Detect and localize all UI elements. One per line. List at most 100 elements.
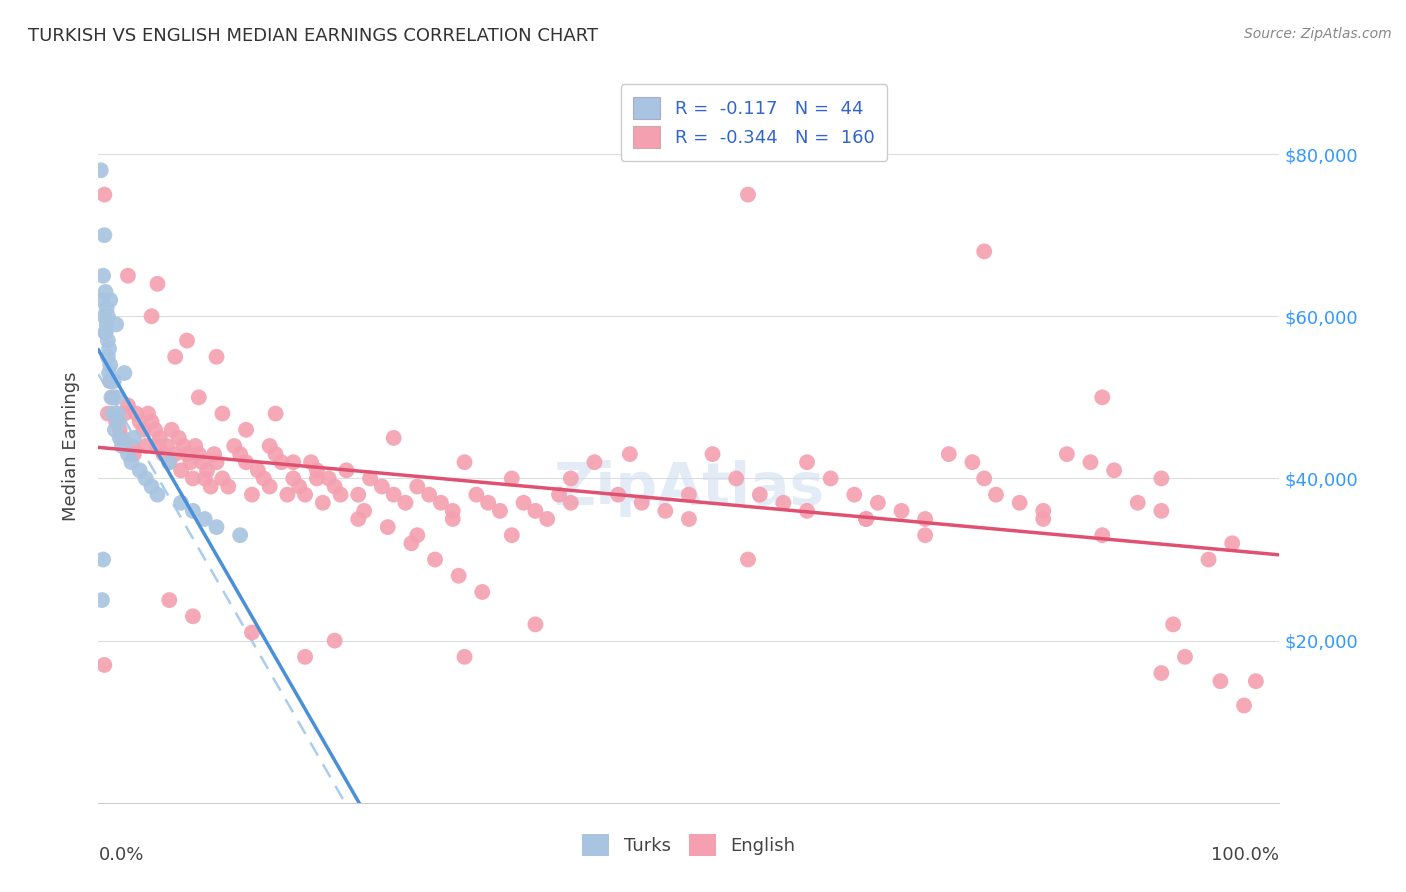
Point xyxy=(973,244,995,259)
Point xyxy=(149,431,172,445)
Point xyxy=(97,407,120,421)
Point xyxy=(121,439,143,453)
Point xyxy=(93,310,115,324)
Point xyxy=(1150,471,1173,485)
Point xyxy=(560,471,582,485)
Point xyxy=(91,293,114,307)
Point xyxy=(323,633,346,648)
Point xyxy=(194,512,217,526)
Point xyxy=(512,496,534,510)
Point xyxy=(984,488,1007,502)
Point xyxy=(100,390,122,404)
Legend: Turks, English: Turks, English xyxy=(574,825,804,865)
Point xyxy=(141,310,163,324)
Point xyxy=(167,431,190,445)
Point xyxy=(465,488,488,502)
Point xyxy=(1091,390,1114,404)
Point xyxy=(1008,496,1031,510)
Point xyxy=(143,423,166,437)
Point xyxy=(329,488,352,502)
Point xyxy=(117,268,139,283)
Point xyxy=(1244,674,1267,689)
Point xyxy=(318,471,340,485)
Point xyxy=(135,439,157,453)
Point xyxy=(165,350,187,364)
Point xyxy=(211,407,233,421)
Point xyxy=(98,366,121,380)
Point xyxy=(112,366,135,380)
Point xyxy=(737,187,759,202)
Point xyxy=(117,447,139,461)
Point xyxy=(156,439,179,453)
Point xyxy=(170,496,193,510)
Point xyxy=(382,431,405,445)
Point xyxy=(382,488,405,502)
Point xyxy=(235,423,257,437)
Point xyxy=(170,463,193,477)
Point xyxy=(305,463,328,477)
Point xyxy=(91,268,114,283)
Point xyxy=(890,504,912,518)
Point xyxy=(299,455,322,469)
Point xyxy=(98,374,121,388)
Point xyxy=(259,439,281,453)
Point xyxy=(1102,463,1125,477)
Point xyxy=(1032,512,1054,526)
Point xyxy=(678,488,700,502)
Point xyxy=(1080,455,1102,469)
Point xyxy=(181,471,204,485)
Point xyxy=(423,552,446,566)
Point xyxy=(406,479,429,493)
Point xyxy=(101,390,124,404)
Point xyxy=(93,187,115,202)
Point xyxy=(235,455,257,469)
Point xyxy=(229,447,252,461)
Point xyxy=(820,471,842,485)
Point xyxy=(914,512,936,526)
Point xyxy=(270,455,292,469)
Point xyxy=(441,504,464,518)
Point xyxy=(294,488,316,502)
Point xyxy=(305,471,328,485)
Point xyxy=(914,528,936,542)
Point xyxy=(187,447,209,461)
Point xyxy=(253,471,276,485)
Point xyxy=(94,326,117,340)
Point xyxy=(141,415,163,429)
Point xyxy=(105,318,128,332)
Point xyxy=(152,447,174,461)
Point xyxy=(97,310,120,324)
Point xyxy=(191,455,214,469)
Point xyxy=(91,593,114,607)
Point xyxy=(855,512,877,526)
Point xyxy=(98,293,121,307)
Point xyxy=(844,488,866,502)
Point xyxy=(406,528,429,542)
Point xyxy=(105,415,128,429)
Point xyxy=(157,593,180,607)
Point xyxy=(630,496,652,510)
Text: ZipAtlas: ZipAtlas xyxy=(554,460,824,517)
Point xyxy=(111,431,134,445)
Point xyxy=(283,455,305,469)
Point xyxy=(194,471,217,485)
Point xyxy=(678,512,700,526)
Point xyxy=(94,285,117,299)
Point xyxy=(240,625,263,640)
Point xyxy=(501,471,523,485)
Point xyxy=(205,455,228,469)
Point xyxy=(1161,617,1184,632)
Point xyxy=(1174,649,1197,664)
Point xyxy=(107,415,129,429)
Y-axis label: Median Earnings: Median Earnings xyxy=(62,371,80,521)
Point xyxy=(1056,447,1078,461)
Point xyxy=(181,504,204,518)
Point xyxy=(796,504,818,518)
Point xyxy=(772,496,794,510)
Point xyxy=(224,439,246,453)
Point xyxy=(157,455,180,469)
Point xyxy=(176,447,198,461)
Point xyxy=(962,455,984,469)
Point xyxy=(94,326,117,340)
Point xyxy=(98,358,121,372)
